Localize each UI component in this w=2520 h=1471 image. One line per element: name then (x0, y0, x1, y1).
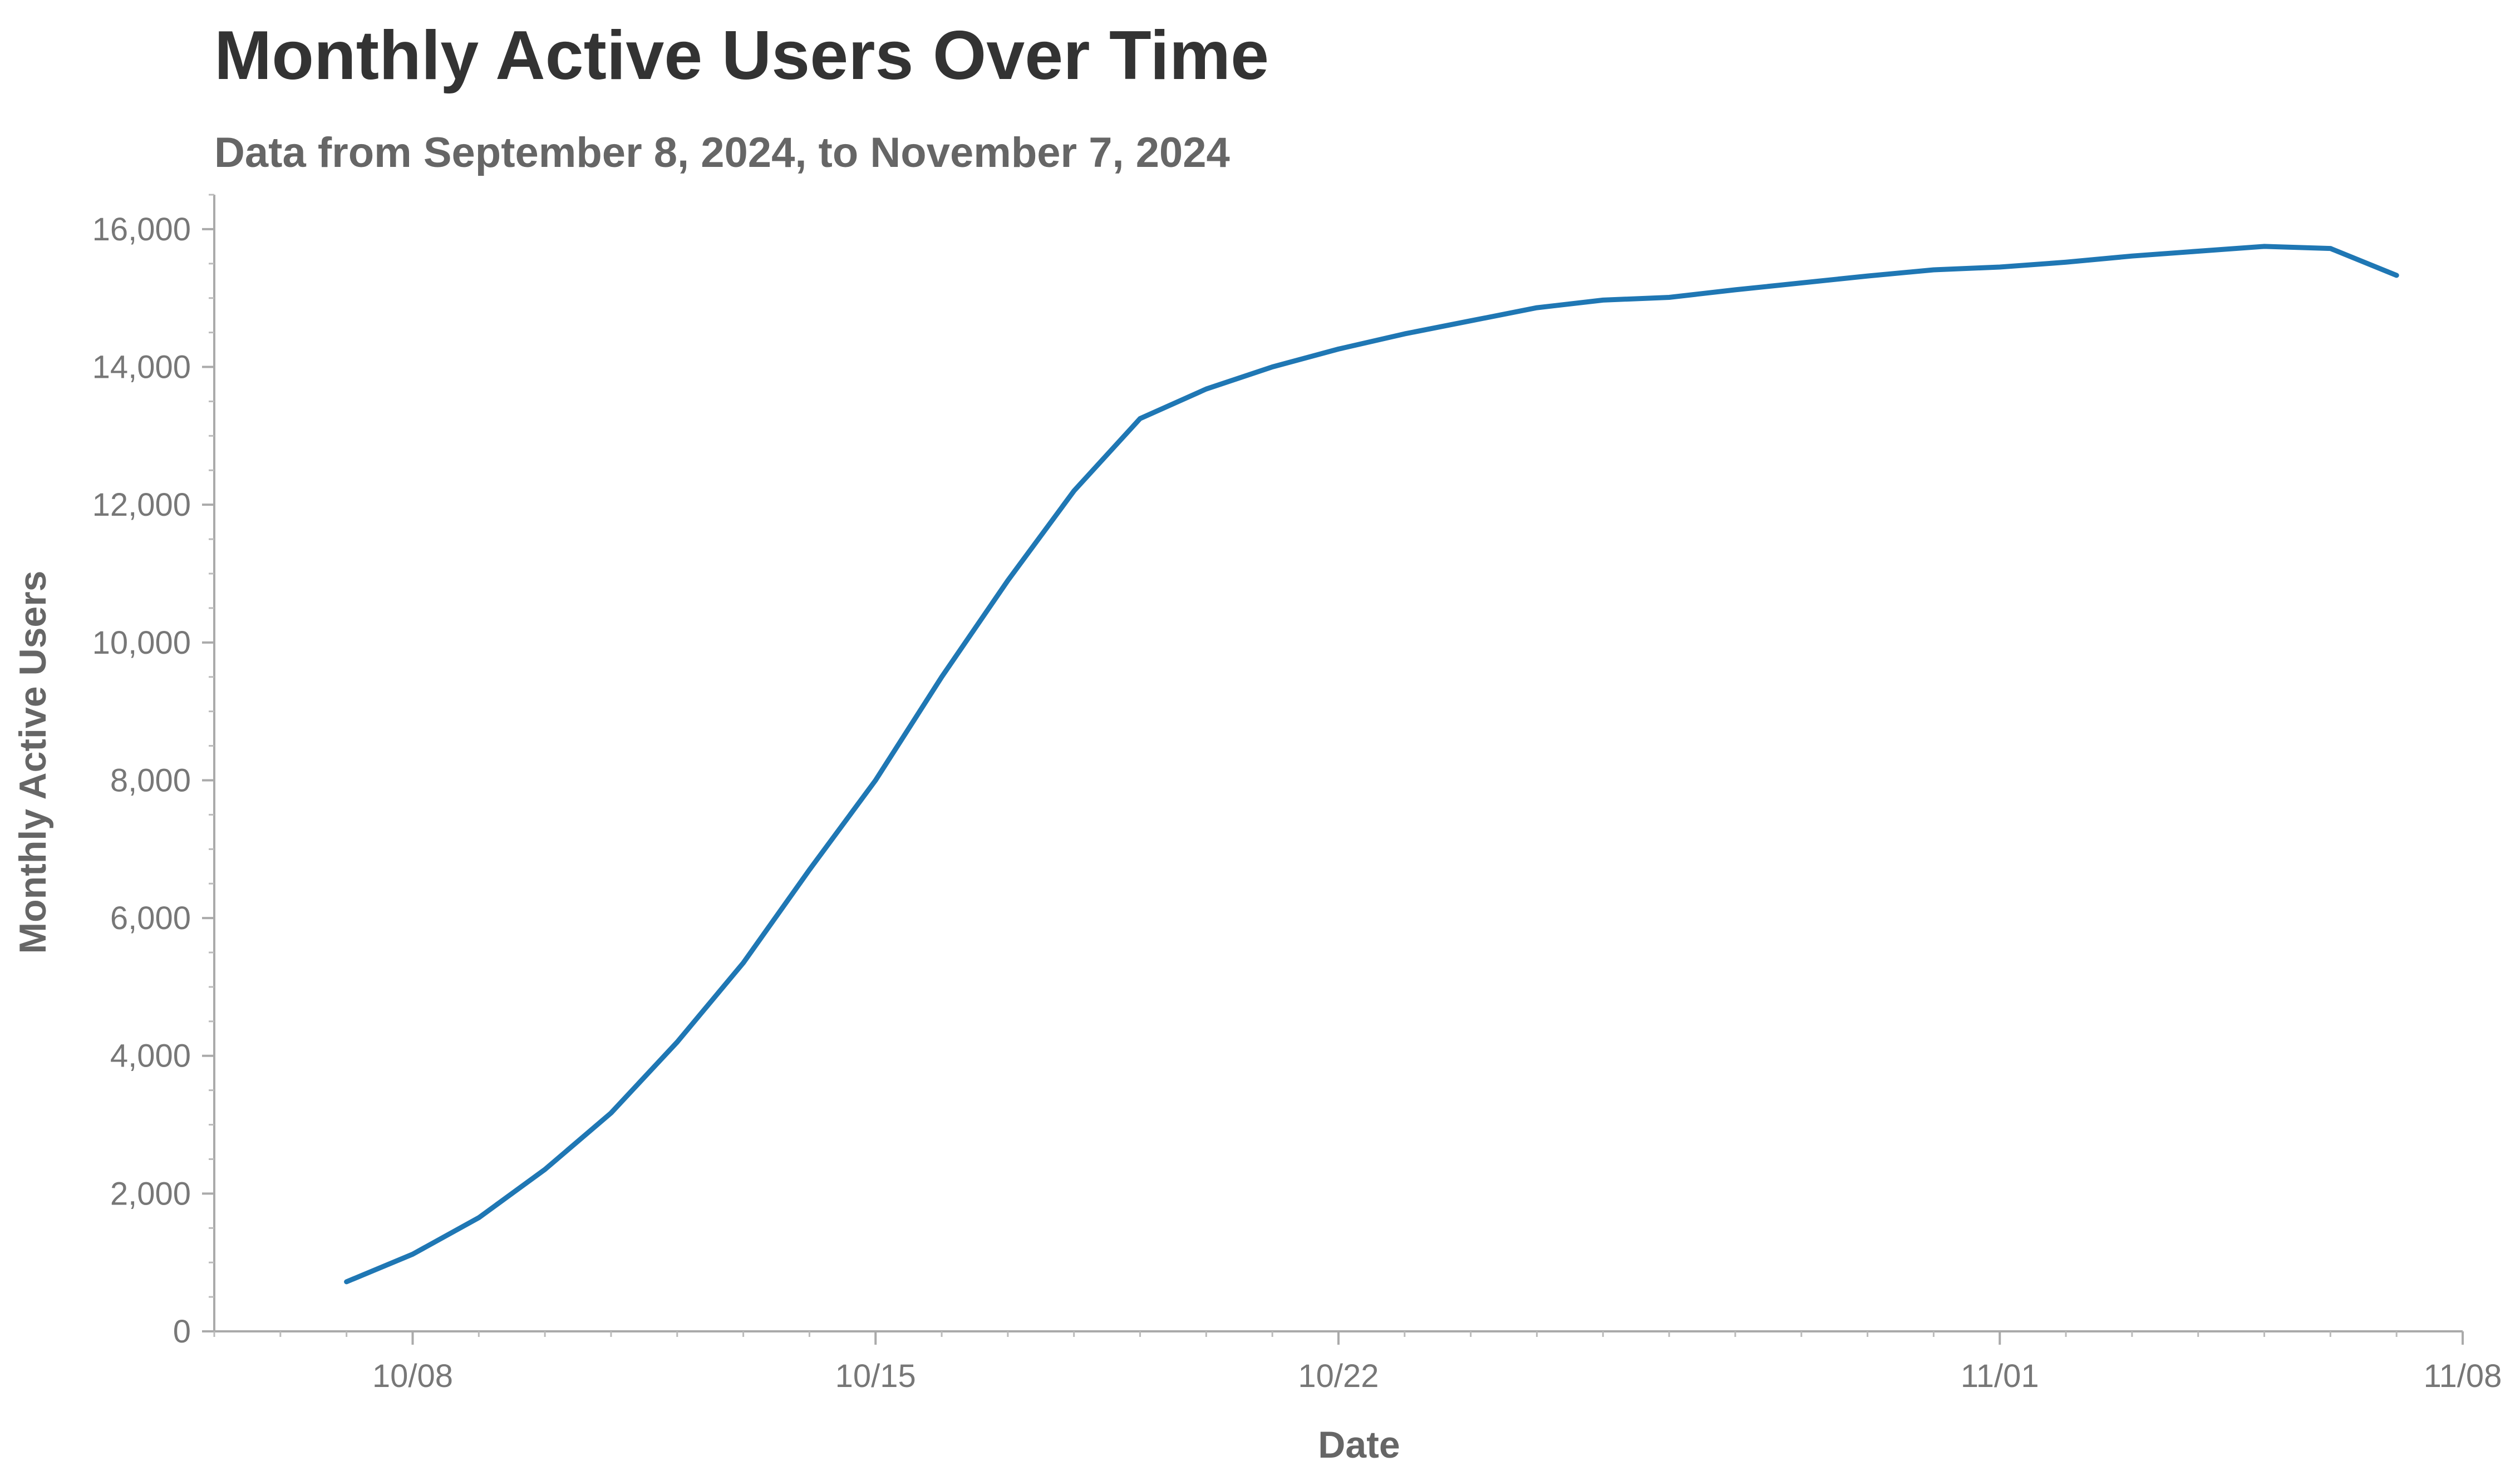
y-tick-label: 0 (173, 1314, 191, 1350)
x-axis: 10/08 10/15 10/22 11/01 11/08 (213, 1330, 2502, 1394)
y-tick-label: 6,000 (110, 900, 191, 936)
x-tick-label: 10/22 (1298, 1358, 1379, 1394)
y-tick-label: 4,000 (110, 1038, 191, 1074)
series-line-0 (344, 244, 2399, 1285)
y-tick-label: 10,000 (92, 625, 191, 661)
x-axis-title: Date (1318, 1424, 1400, 1466)
x-tick-label: 11/01 (1961, 1358, 2039, 1394)
x-tick-label: 10/15 (835, 1358, 916, 1394)
x-tick-label: 10/08 (372, 1358, 453, 1394)
series-layer (344, 244, 2399, 1285)
y-tick-label: 14,000 (92, 349, 191, 386)
chart-subtitle: Data from September 8, 2024, to November… (214, 129, 1230, 176)
y-tick-label: 2,000 (110, 1176, 191, 1212)
chart-title: Monthly Active Users Over Time (214, 17, 1269, 94)
y-axis: 0 2,000 4,000 6,000 8,000 10,000 12,000 14,000 1… (92, 194, 215, 1350)
x-tick-label: 11/08 (2424, 1358, 2502, 1394)
y-axis-title: Monthly Active Users (12, 571, 54, 954)
y-tick-label: 16,000 (92, 211, 191, 248)
y-tick-label: 12,000 (92, 487, 191, 523)
y-tick-label: 8,000 (110, 762, 191, 798)
